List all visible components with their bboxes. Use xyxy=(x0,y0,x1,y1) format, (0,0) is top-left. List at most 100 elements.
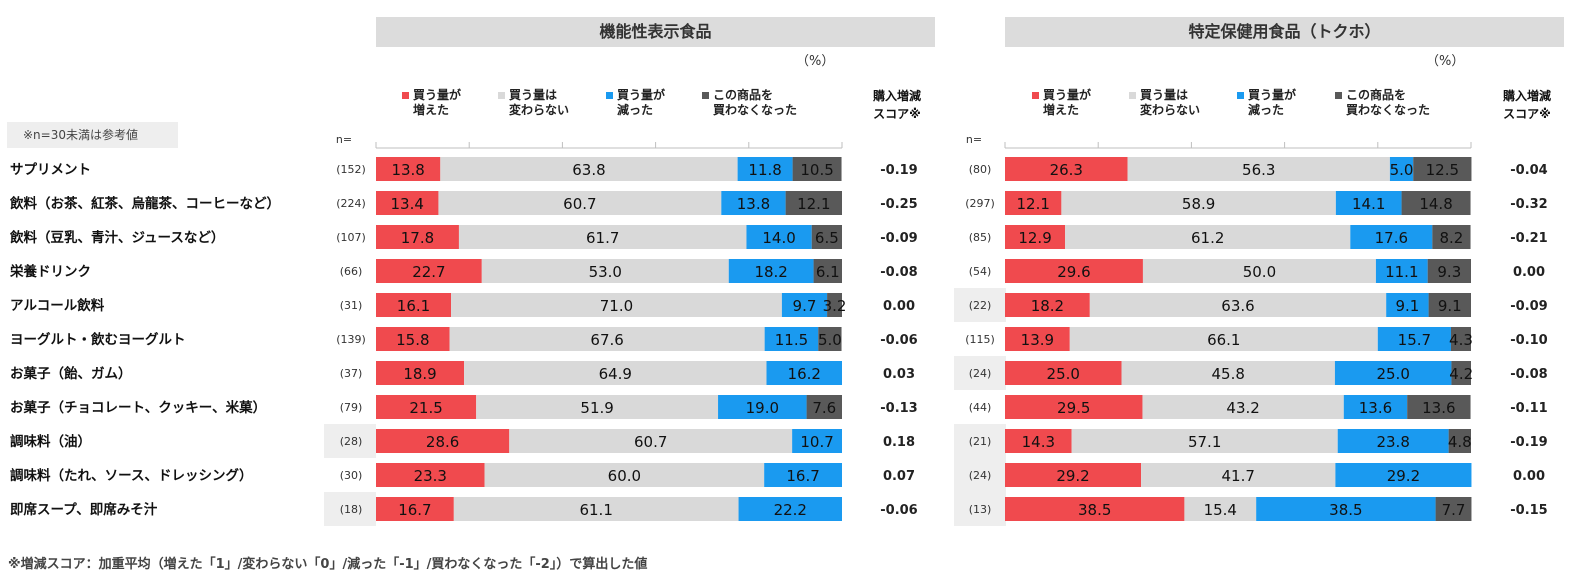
data-label: 28.6 xyxy=(426,433,459,451)
data-label: 61.2 xyxy=(1191,229,1224,247)
category-label: 調味料（油） xyxy=(10,433,91,450)
data-label: 6.1 xyxy=(816,263,840,281)
score-header: 購入増減 xyxy=(1502,88,1551,103)
data-label: 58.9 xyxy=(1182,195,1215,213)
bar-segment xyxy=(827,293,842,317)
category-label: お菓子（飴、ガム） xyxy=(10,365,132,382)
purchase-score: 0.18 xyxy=(883,435,915,450)
data-label: 56.3 xyxy=(1242,161,1275,179)
data-label: 13.4 xyxy=(391,195,424,213)
data-label: 13.6 xyxy=(1422,399,1455,417)
data-label: 3.2 xyxy=(823,297,847,315)
category-label: 飲料（豆乳、青汁、ジュースなど） xyxy=(9,229,224,246)
data-label: 12.5 xyxy=(1426,161,1459,179)
bar-segment xyxy=(737,157,793,181)
category-label: お菓子（チョコレート、クッキー、米菓） xyxy=(10,399,266,416)
bar-segment xyxy=(1451,361,1471,385)
data-label: 13.8 xyxy=(391,161,424,179)
purchase-score: -0.06 xyxy=(880,503,917,518)
bar-segment xyxy=(746,225,812,249)
bar-segment xyxy=(792,157,842,181)
purchase-score: 0.00 xyxy=(1513,469,1545,484)
sample-size: (139) xyxy=(336,333,366,346)
reference-highlight xyxy=(954,356,1006,390)
data-label: 29.2 xyxy=(1387,467,1420,485)
data-label: 7.6 xyxy=(812,399,836,417)
reference-highlight xyxy=(324,424,376,458)
purchase-score: 0.00 xyxy=(1513,265,1545,280)
purchase-score: -0.13 xyxy=(880,401,917,416)
data-label: 60.0 xyxy=(608,467,641,485)
bar-segment xyxy=(1184,497,1257,521)
bar-segment xyxy=(1127,157,1390,181)
reference-highlight xyxy=(954,492,1006,526)
purchase-score: -0.21 xyxy=(1510,231,1547,246)
data-label: 7.7 xyxy=(1442,501,1466,519)
data-label: 63.6 xyxy=(1221,297,1254,315)
sample-size: (13) xyxy=(969,503,992,516)
bar-segment xyxy=(1005,395,1143,419)
bar-segment xyxy=(451,293,782,317)
unit-label-left: （%） xyxy=(796,54,835,69)
sample-size: (37) xyxy=(340,367,363,380)
data-label: 61.1 xyxy=(579,501,612,519)
data-label: 11.8 xyxy=(748,161,781,179)
data-label: 4.8 xyxy=(1448,433,1472,451)
data-label: 19.0 xyxy=(746,399,779,417)
n-label: n= xyxy=(966,133,982,146)
category-label: 飲料（お茶、紅茶、烏龍茶、コーヒーなど） xyxy=(9,195,280,212)
sample-size: (18) xyxy=(340,503,363,516)
data-label: 16.7 xyxy=(398,501,431,519)
data-label: 45.8 xyxy=(1212,365,1245,383)
legend-label: 買う量が xyxy=(1043,87,1091,102)
legend-swatch xyxy=(498,92,505,99)
data-label: 21.5 xyxy=(409,399,442,417)
sample-size: (107) xyxy=(336,231,366,244)
data-label: 29.5 xyxy=(1057,399,1090,417)
data-label: 9.1 xyxy=(1395,297,1419,315)
data-label: 9.1 xyxy=(1438,297,1462,315)
data-label: 15.4 xyxy=(1204,501,1237,519)
data-label: 38.5 xyxy=(1078,501,1111,519)
panel-title-right: 特定保健用食品（トクホ） xyxy=(1005,17,1564,47)
legend-swatch xyxy=(1032,92,1039,99)
sample-size: (30) xyxy=(340,469,363,482)
legend-swatch xyxy=(606,92,613,99)
purchase-score: -0.09 xyxy=(880,231,917,246)
data-label: 60.7 xyxy=(634,433,667,451)
category-label: サプリメント xyxy=(10,162,91,178)
data-label: 16.2 xyxy=(788,365,821,383)
legend-label: 減った xyxy=(617,102,653,117)
bar-segment xyxy=(376,259,482,283)
purchase-score: 0.00 xyxy=(883,299,915,314)
legend-label: 変わらない xyxy=(1140,102,1200,117)
data-label: 9.3 xyxy=(1437,263,1461,281)
data-label: 10.7 xyxy=(800,433,833,451)
bar-segment xyxy=(721,191,786,215)
data-label: 16.7 xyxy=(786,467,819,485)
sample-size: (31) xyxy=(340,299,363,312)
bar-segment xyxy=(818,327,842,351)
bar-segment xyxy=(1386,293,1429,317)
data-label: 14.0 xyxy=(762,229,795,247)
score-header: スコア※ xyxy=(1503,107,1551,121)
bar-segment xyxy=(1065,225,1351,249)
data-label: 25.0 xyxy=(1047,365,1080,383)
bar-segment xyxy=(1142,259,1376,283)
reference-note: ※n=30未満は参考値 xyxy=(7,122,178,148)
legend-label: 買う量が xyxy=(1248,87,1296,102)
bar-segment xyxy=(1141,463,1336,487)
bar-segment xyxy=(764,463,842,487)
bar-segment xyxy=(464,361,767,385)
data-label: 17.6 xyxy=(1375,229,1408,247)
data-label: 17.8 xyxy=(401,229,434,247)
bar-segment xyxy=(1005,497,1185,521)
data-label: 5.0 xyxy=(1390,161,1414,179)
data-label: 14.3 xyxy=(1022,433,1055,451)
purchase-score: -0.10 xyxy=(1510,333,1547,348)
sample-size: (21) xyxy=(969,435,992,448)
legend-label: 買う量は xyxy=(1140,88,1188,102)
data-label: 61.7 xyxy=(586,229,619,247)
data-label: 6.5 xyxy=(815,229,839,247)
